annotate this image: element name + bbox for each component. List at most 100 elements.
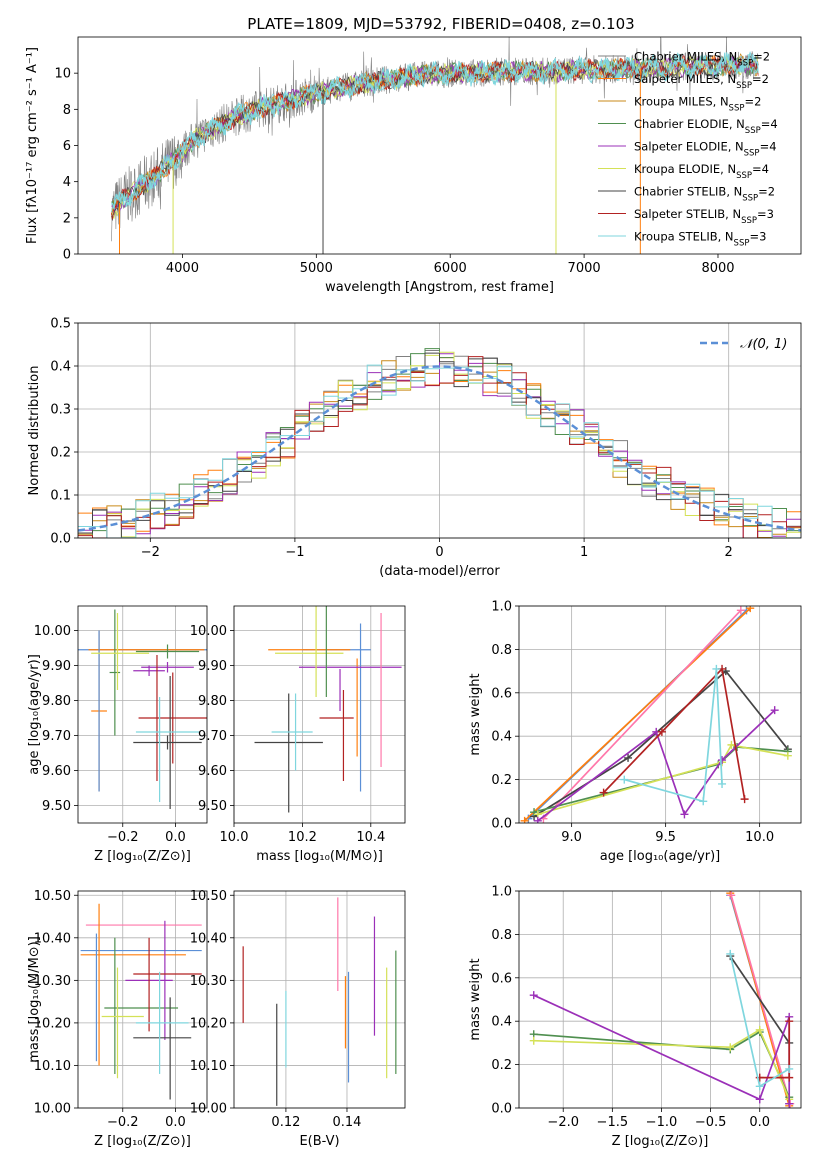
y-tick-label: 10.40 (34, 931, 71, 946)
weight-line (602, 667, 746, 800)
weight-marker (785, 1064, 794, 1073)
weight-marker (785, 1099, 794, 1108)
x-tick-label: 0.12 (271, 1115, 300, 1130)
weight-series (726, 949, 794, 1091)
y-tick-label: 2 (63, 211, 71, 226)
errorbar-point (109, 609, 121, 736)
x-axis-label: age [log₁₀(age/yr)] (600, 849, 721, 864)
grid (234, 891, 405, 1109)
observed-spectrum (111, 37, 759, 242)
plot-area (78, 348, 801, 538)
weight-marker (533, 816, 542, 823)
y-tick-label: 0.4 (50, 360, 71, 375)
histogram-step (78, 353, 801, 538)
model-spectrum (111, 55, 759, 213)
weight-marker (785, 1017, 794, 1026)
weight-marker (770, 706, 779, 715)
axes-frame (77, 605, 208, 824)
errorbar-point (135, 644, 200, 659)
y-tick-label: 10.00 (34, 624, 71, 639)
weight-marker (718, 756, 727, 765)
plot-area (520, 606, 792, 823)
weight-line (537, 743, 788, 816)
y-tick-label: 10.50 (34, 889, 71, 904)
y-tick-label: 0.3 (50, 403, 71, 418)
x-tick-label: 8000 (701, 261, 734, 276)
y-tick-label: 8 (63, 103, 71, 118)
panel-z-age: −0.2 0.0 9.50 9.60 9.70 9.80 9.90 10.00 Z [log₁₀… (27, 605, 208, 864)
weight-marker (755, 1025, 764, 1034)
y-tick-label: 10.10 (190, 1059, 227, 1074)
weight-marker (657, 727, 666, 736)
y-tick-label: 0.2 (491, 773, 512, 788)
y-tick-label: 10.20 (190, 1016, 227, 1031)
y-tick-label: 0.4 (491, 730, 512, 745)
axes-frame (233, 605, 406, 824)
y-tick-label: 0.8 (491, 643, 512, 658)
plot-area (111, 37, 759, 254)
plot-area (78, 609, 207, 809)
y-tick-label: 0.5 (50, 317, 71, 332)
y-tick-label: 9.80 (198, 694, 227, 709)
y-tick-label: 1.0 (491, 885, 512, 900)
x-tick-label: −1.0 (646, 1115, 678, 1130)
y-tick-label: 0.6 (491, 971, 512, 986)
x-tick-label: 0.0 (165, 1115, 186, 1130)
y-tick-label: 0.8 (491, 928, 512, 943)
normal-curve (78, 365, 801, 532)
x-tick-label: 9.5 (655, 830, 676, 845)
x-tick-label: −0.5 (695, 1115, 727, 1130)
y-tick-label: 0.0 (491, 817, 512, 832)
panel-age-weight: 9.0 9.5 10.0 0.0 0.2 0.4 0.6 0.8 1.0 age [log₁₀(a… (468, 600, 802, 864)
histogram-step (78, 364, 801, 538)
x-tick-label: 2 (725, 545, 733, 560)
weight-line (542, 609, 742, 820)
legend-entry: Salpeter ELODIE, NSSP=4 (634, 140, 777, 159)
weight-marker (740, 795, 749, 804)
x-tick-label: 0.0 (165, 830, 186, 845)
legend-entry: Kroupa MILES, NSSP=2 (634, 95, 761, 114)
weight-marker (599, 788, 608, 797)
axes-frame (233, 890, 406, 1109)
y-tick-label: 10.30 (34, 974, 71, 989)
y-tick-label: 10.20 (34, 1016, 71, 1031)
y-tick-label: 9.50 (42, 799, 71, 814)
weight-line (729, 955, 790, 1044)
y-tick-label: 9.90 (42, 659, 71, 674)
y-axis-label: age [log₁₀(age/yr)] (27, 654, 42, 775)
y-tick-label: 10.00 (34, 1102, 71, 1117)
x-tick-label: 6000 (434, 261, 467, 276)
grid (78, 891, 207, 1109)
y-tick-label: 0.4 (491, 1015, 512, 1030)
y-axis-label: Flux [fλ10⁻¹⁷ erg cm⁻² s⁻¹ A⁻¹] (25, 47, 40, 244)
y-tick-label: 0 (63, 248, 71, 263)
errorbar-point (133, 735, 202, 750)
axes-frame (77, 36, 802, 255)
axes-frame (518, 605, 802, 824)
y-tick-label: 0.0 (50, 532, 71, 547)
model-spectrum-top (111, 50, 759, 210)
legend-entry: Salpeter STELIB, NSSP=3 (634, 207, 774, 226)
errorbar-point (141, 662, 194, 673)
weight-marker (727, 740, 736, 749)
x-tick-label: −2 (141, 545, 160, 560)
weight-marker (620, 775, 629, 784)
y-tick-label: 9.60 (42, 764, 71, 779)
panel-residuals: −2 −1 0 1 2 0.0 0.1 0.2 0.3 0.4 0.5 (data-model)/er… (27, 317, 802, 579)
x-tick-label: −2.0 (547, 1115, 579, 1130)
y-tick-label: 0.0 (491, 1102, 512, 1117)
legend-entry: Kroupa ELODIE, NSSP=4 (634, 162, 769, 181)
x-tick-label: 0.0 (749, 1115, 770, 1130)
weight-marker (726, 949, 735, 958)
plot-area (80, 903, 202, 1100)
y-tick-label: 1.0 (491, 600, 512, 615)
weight-series (599, 664, 749, 804)
legend-entry: Chabrier ELODIE, NSSP=4 (634, 117, 778, 136)
y-tick-label: 10.30 (190, 974, 227, 989)
y-tick-label: 10.50 (190, 889, 227, 904)
weight-marker (520, 816, 529, 823)
weight-marker (755, 1095, 764, 1104)
weight-marker (736, 606, 745, 615)
x-axis-label: Z [log₁₀(Z/Z⊙)] (612, 1134, 709, 1149)
